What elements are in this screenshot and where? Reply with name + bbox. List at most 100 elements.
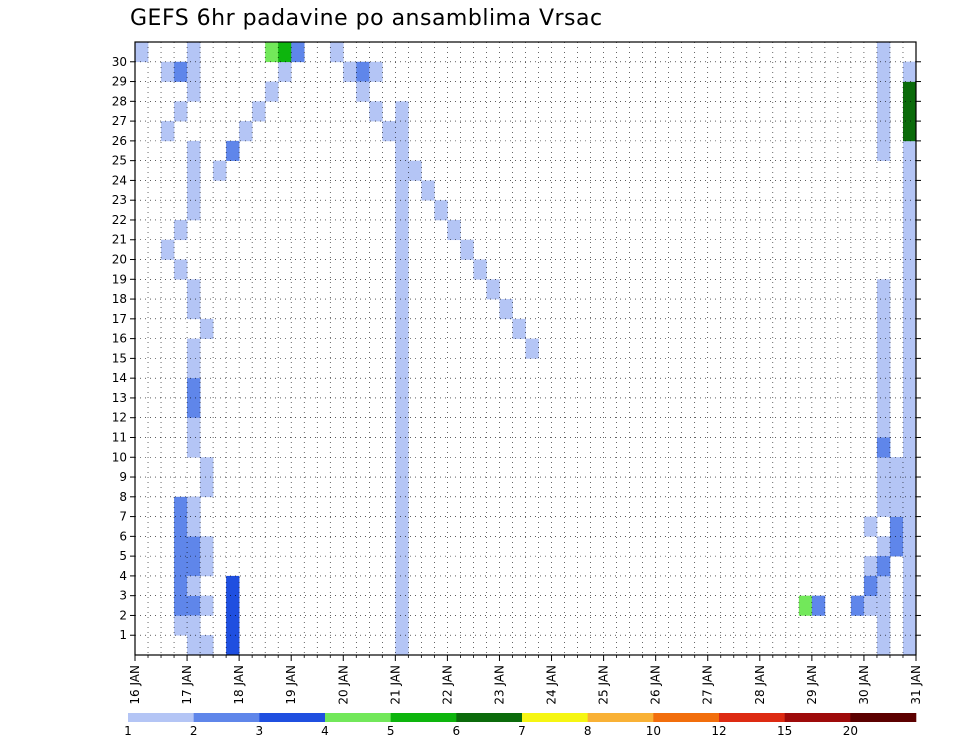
cell xyxy=(187,575,201,596)
cell xyxy=(174,556,188,577)
cell xyxy=(187,81,201,102)
cell xyxy=(395,279,409,300)
cell xyxy=(421,180,435,201)
y-tick-label: 1 xyxy=(119,628,127,642)
cell xyxy=(876,101,891,122)
cell xyxy=(382,121,396,142)
y-tick-label: 23 xyxy=(112,193,127,207)
cell xyxy=(265,42,279,63)
cell xyxy=(174,496,188,517)
cell xyxy=(902,160,917,181)
cell xyxy=(226,575,240,596)
cell xyxy=(876,536,891,557)
y-tick-label: 20 xyxy=(112,253,127,267)
x-tick-label: 24 JAN xyxy=(545,665,559,705)
cell xyxy=(889,536,904,557)
cell xyxy=(395,338,409,359)
cell xyxy=(187,378,201,399)
colorbar-swatch xyxy=(653,713,720,722)
cell xyxy=(902,299,917,320)
cell xyxy=(278,61,292,82)
y-tick-label: 10 xyxy=(112,450,127,464)
cell xyxy=(486,279,500,300)
colorbar-swatch xyxy=(259,713,326,722)
cell xyxy=(902,615,917,636)
y-tick-label: 4 xyxy=(119,569,127,583)
cell xyxy=(200,457,214,478)
cell xyxy=(187,437,201,458)
cell xyxy=(200,318,214,339)
cell xyxy=(902,358,917,379)
cell xyxy=(863,556,878,577)
cell xyxy=(876,42,891,63)
cell xyxy=(187,299,201,320)
cell xyxy=(798,595,813,616)
y-tick-label: 19 xyxy=(112,272,127,286)
cell xyxy=(512,318,526,339)
cell xyxy=(187,397,201,419)
cell xyxy=(200,556,214,577)
cell xyxy=(213,160,227,181)
cell xyxy=(265,81,279,102)
cell xyxy=(811,595,826,616)
cell xyxy=(395,477,409,498)
cell xyxy=(902,516,917,537)
cell xyxy=(876,556,891,577)
x-tick-label: 17 JAN xyxy=(180,665,194,705)
cell xyxy=(395,101,409,122)
cell xyxy=(902,635,917,656)
cell xyxy=(174,101,188,122)
cell xyxy=(395,437,409,458)
colorbar-label: 3 xyxy=(256,724,264,738)
cell xyxy=(499,299,513,320)
cell xyxy=(395,417,409,438)
colorbar-swatch xyxy=(719,713,785,722)
cell xyxy=(369,101,383,122)
cell xyxy=(174,536,188,557)
cell xyxy=(200,635,214,656)
y-tick-label: 12 xyxy=(112,411,127,425)
x-tick-label: 23 JAN xyxy=(492,665,506,705)
y-tick-label: 22 xyxy=(112,213,127,227)
cell xyxy=(161,239,175,260)
cell xyxy=(161,61,175,82)
chart-title: GEFS 6hr padavine po ansamblima Vrsac xyxy=(130,6,603,31)
cell xyxy=(902,121,917,142)
cell xyxy=(447,219,461,241)
cell xyxy=(395,397,409,419)
y-tick-label: 6 xyxy=(119,529,127,543)
cell xyxy=(395,160,409,181)
colorbar-label: 1 xyxy=(124,724,132,738)
cell xyxy=(395,575,409,596)
cell xyxy=(889,457,904,478)
y-tick-label: 29 xyxy=(112,75,127,89)
cell xyxy=(187,140,201,161)
cell xyxy=(239,121,253,142)
cell xyxy=(876,397,891,419)
cell xyxy=(863,575,878,596)
cell xyxy=(187,556,201,577)
colorbar-swatch xyxy=(128,713,194,722)
y-tick-label: 15 xyxy=(112,351,127,365)
cell xyxy=(226,615,240,636)
colorbar-label: 4 xyxy=(321,724,329,738)
cell xyxy=(226,595,240,616)
cell xyxy=(876,378,891,399)
cell xyxy=(187,536,201,557)
x-tick-label: 18 JAN xyxy=(232,665,246,705)
cell xyxy=(174,219,188,241)
cell xyxy=(902,575,917,596)
colorbar-label: 6 xyxy=(453,724,461,738)
cells-layer xyxy=(135,42,917,656)
cell xyxy=(876,61,891,82)
x-tick-label: 20 JAN xyxy=(336,665,350,705)
cell xyxy=(876,635,891,656)
cell xyxy=(902,239,917,260)
y-tick-label: 28 xyxy=(112,94,127,108)
colorbar-label: 20 xyxy=(843,724,858,738)
y-tick-label: 11 xyxy=(112,430,127,444)
cell xyxy=(395,496,409,517)
colorbar-swatch xyxy=(390,713,457,722)
colorbar-swatch xyxy=(456,713,523,722)
cell xyxy=(876,338,891,359)
